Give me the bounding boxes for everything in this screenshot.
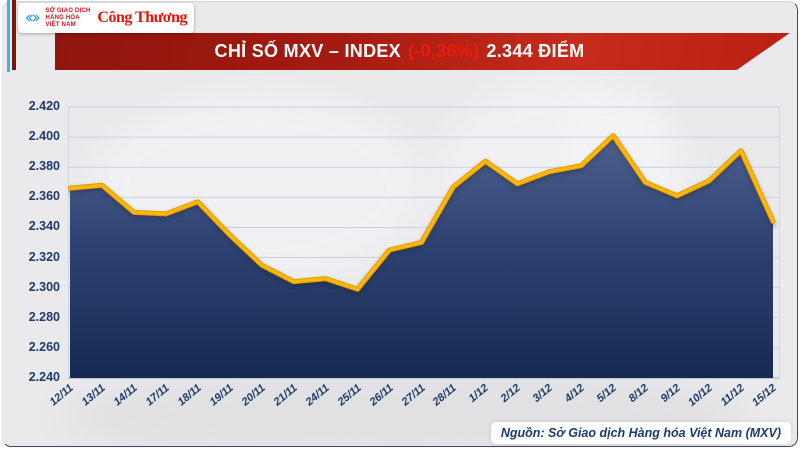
mxv-logo-line: SỞ GIAO DỊCH: [45, 7, 91, 14]
mxv-logo-text: SỞ GIAO DỊCH HÀNG HÓA VIỆT NAM: [46, 8, 91, 29]
y-tick-label: 2.280: [28, 309, 60, 324]
y-tick-label: 2.420: [28, 99, 60, 113]
y-tick-label: 2.380: [28, 159, 60, 174]
source-text: Nguồn: Sở Giao dịch Hàng hóa Việt Nam (M…: [500, 426, 781, 440]
decorative-stripe-cyan: [7, 0, 10, 72]
y-tick-label: 2.320: [28, 249, 60, 264]
y-tick-label: 2.300: [28, 279, 60, 294]
mxv-logo-line: HÀNG HÓA: [45, 14, 80, 21]
source-box: Nguồn: Sở Giao dịch Hàng hóa Việt Nam (M…: [490, 422, 791, 444]
mxv-logo-icon: [25, 14, 40, 22]
congthuong-logo: Công Thương: [97, 9, 187, 26]
decorative-stripe-maroon: [12, 0, 16, 70]
plot-svg: [68, 106, 780, 379]
logo-box: SỞ GIAO DỊCH HÀNG HÓA VIỆT NAM Công Thươ…: [18, 3, 194, 33]
y-tick-label: 2.400: [28, 129, 60, 144]
y-tick-label: 2.240: [28, 370, 60, 384]
mxv-logo-line: VIỆT NAM: [45, 21, 76, 28]
y-tick-label: 2.340: [28, 219, 60, 234]
y-tick-label: 2.360: [28, 189, 60, 204]
chart-title-value: 2.344 ĐIỂM: [486, 41, 585, 61]
title-banner: CHỈ SỐ MXV – INDEX (-0,36%) 2.344 ĐIỂM: [55, 33, 790, 70]
chart-title-change: (-0,36%): [407, 41, 480, 61]
y-tick-label: 2.260: [28, 339, 60, 354]
chart-title-main: CHỈ SỐ MXV – INDEX: [214, 41, 401, 61]
